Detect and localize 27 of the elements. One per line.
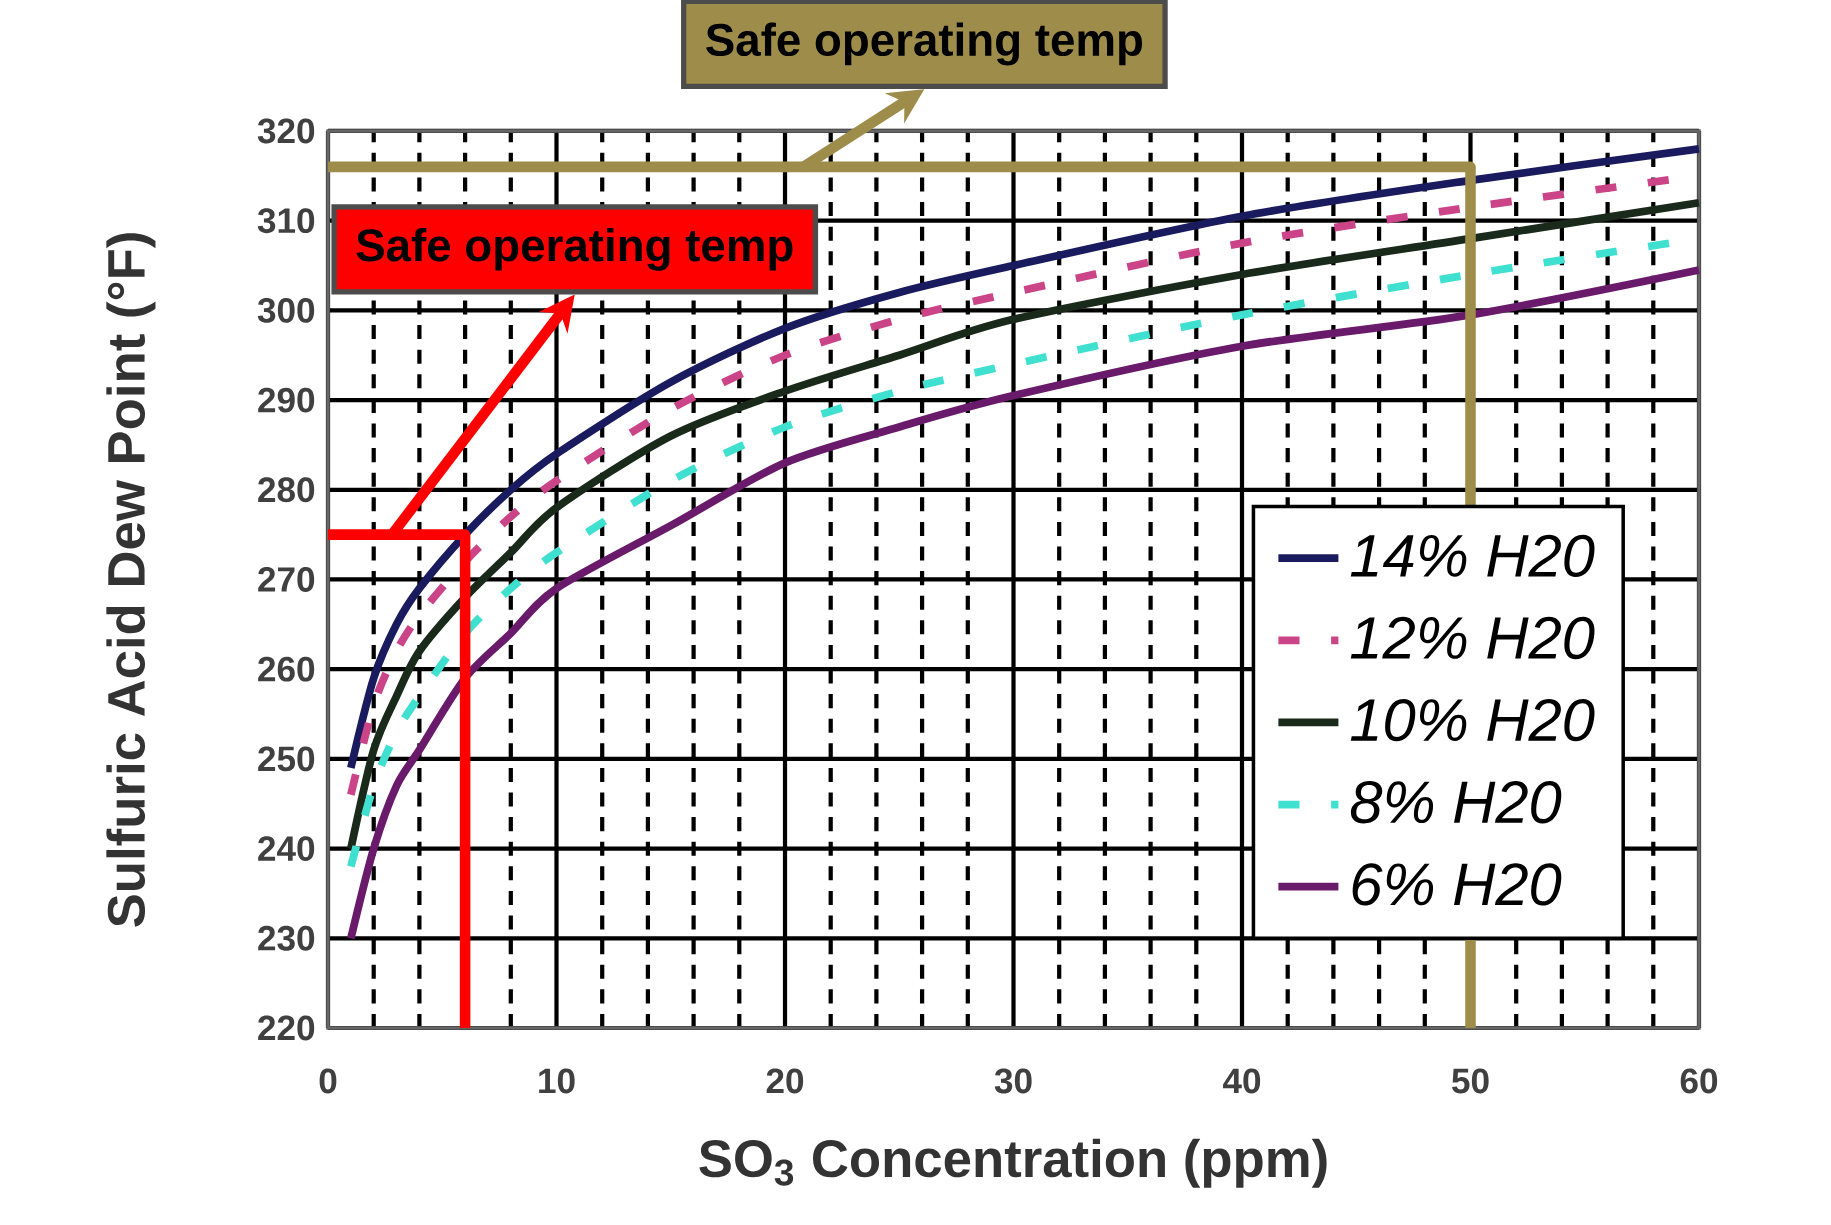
x-tick-label: 20	[766, 1068, 804, 1094]
x-tick-label: 0	[319, 1068, 337, 1094]
x-tick-label: 40	[1223, 1068, 1261, 1094]
x-tick-label: 60	[1680, 1068, 1718, 1094]
text: Safe operating temp	[706, 22, 1143, 66]
y-tick-label: 250	[258, 746, 315, 772]
y-tick-label: 220	[258, 1015, 315, 1041]
y-tick-label: 240	[258, 836, 315, 862]
y-tick-label: 280	[258, 477, 315, 503]
x-tick-label: 30	[994, 1068, 1032, 1094]
legend-label: 8% H20	[1350, 781, 1562, 824]
y-tick-label: 230	[258, 925, 315, 951]
legend-label: 14% H20	[1350, 534, 1595, 577]
y-tick-label: 290	[258, 387, 315, 413]
legend-label: 12% H20	[1350, 616, 1595, 660]
legend-label: 10% H20	[1350, 698, 1595, 742]
y-tick-label: 320	[257, 118, 315, 144]
x-axis-title: SO$_{3}$ Concentration (ppm)	[699, 1138, 1327, 1188]
legend-label: 6% H20	[1352, 863, 1562, 906]
annotation: Safe operating temp	[356, 227, 793, 271]
y-tick-label: 260	[258, 656, 315, 682]
x-tick-label: 50	[1452, 1068, 1489, 1094]
x-tick-label: 10	[539, 1068, 575, 1094]
y-axis-title: Sulfuric Acid Dew Point (°F)	[106, 233, 156, 927]
y-tick-label: 270	[258, 567, 315, 592]
y-tick-label: 310	[257, 208, 315, 234]
y-tick-label: 300	[257, 297, 315, 323]
